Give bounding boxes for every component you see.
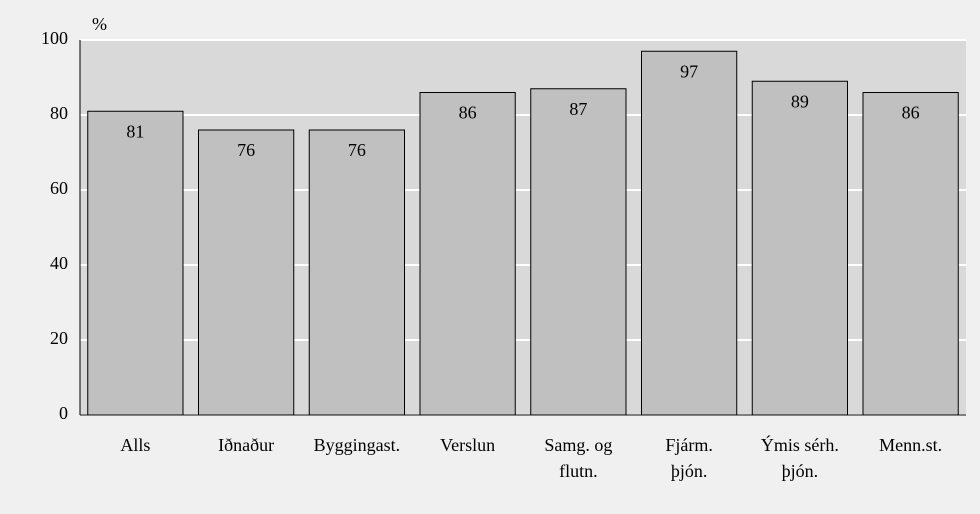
x-tick-label: Byggingast. (313, 435, 401, 455)
data-label: 76 (348, 140, 366, 160)
y-tick-label: 20 (50, 328, 68, 348)
bar (530, 88, 627, 416)
data-label: 86 (459, 103, 477, 123)
x-tick-label: Iðnaður (218, 435, 275, 455)
data-label: 81 (126, 121, 144, 141)
x-tick-label: Alls (120, 435, 151, 455)
bar (641, 50, 738, 416)
unit-label: % (92, 14, 107, 34)
bar (751, 80, 848, 416)
bar (198, 129, 295, 416)
x-tick-label: Verslun (440, 435, 496, 455)
y-tick-label: 80 (50, 103, 68, 123)
x-tick-label: Ýmis sérh. þjón. (760, 435, 839, 481)
y-tick-label: 60 (50, 178, 68, 198)
y-tick-label: 40 (50, 253, 68, 273)
data-label: 87 (569, 99, 587, 119)
bar (308, 129, 405, 416)
bar (87, 110, 184, 416)
data-label: 86 (902, 103, 920, 123)
y-tick-label: 0 (59, 403, 68, 423)
data-label: 76 (237, 140, 255, 160)
x-tick-label: Samg. og flutn. (544, 435, 613, 481)
x-tick-label: Fjárm. þjón. (665, 435, 713, 481)
y-tick-label: 100 (41, 28, 68, 48)
bar (862, 92, 959, 416)
bar (419, 92, 516, 416)
x-tick-label: Menn.st. (879, 435, 943, 455)
data-label: 89 (791, 91, 809, 111)
data-label: 97 (680, 61, 698, 81)
